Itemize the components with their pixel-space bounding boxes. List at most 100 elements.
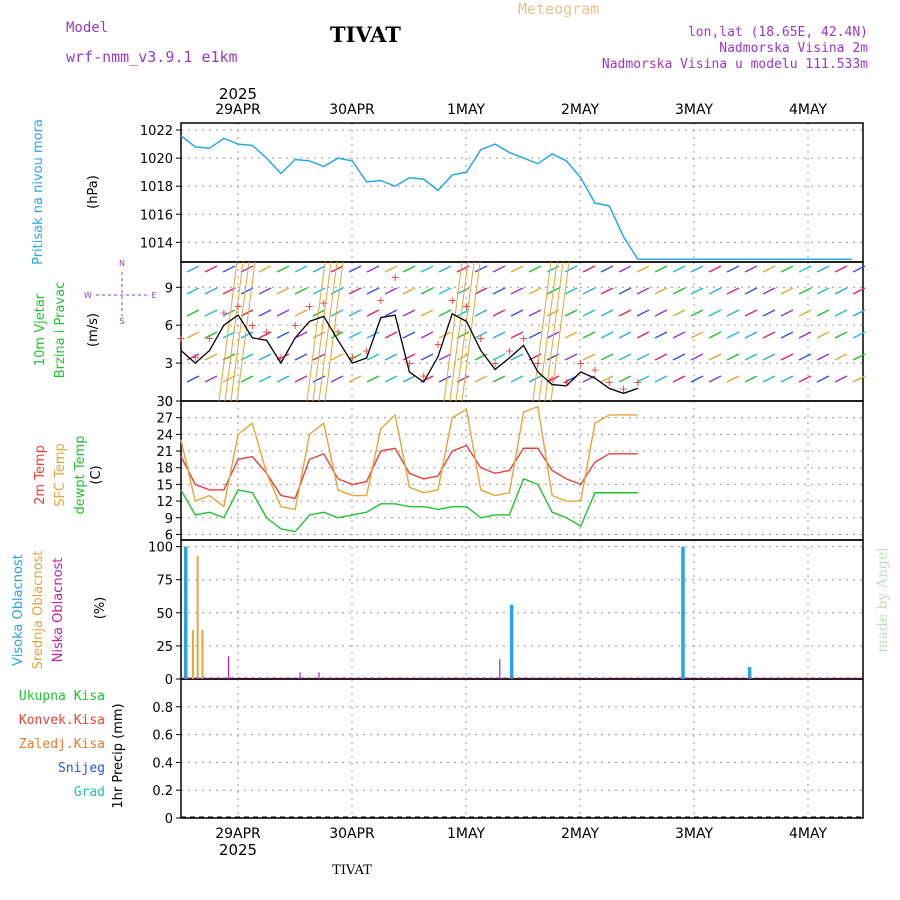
wind-barb [528,375,542,383]
wind-gust-marker: + [476,332,485,345]
wind-barb [240,353,254,361]
wind-barb [258,287,272,295]
wind-gust-marker: + [605,376,614,389]
wind-barb [762,353,776,361]
temp-dewpt-line [180,477,638,533]
wind-barb [600,353,614,361]
compass-w: W [84,291,92,300]
panel-frame [180,539,864,680]
wind-barb [564,331,578,339]
wind-barb [384,353,398,361]
wind-barb [348,353,362,361]
wind-hatch [449,261,469,402]
wind-barb [744,375,758,383]
wind-barb [690,353,704,361]
wind-barb [510,331,524,339]
wind-barb [636,265,650,273]
precip-legend-item: Zaledj.Kisa [19,737,105,752]
wind-barb [330,265,344,273]
wind-hatch [455,261,475,402]
cloud-bar [499,659,501,679]
panel-frame [180,122,864,263]
wind-barb [600,265,614,273]
cloud-bar [299,672,301,679]
wind-barb [708,265,722,273]
wind-barb [528,265,542,273]
wind-barb [528,287,542,295]
date-bottom-label: 30APR [329,826,375,842]
wind-gust-marker: + [490,357,499,370]
product-title: Meteogram [518,0,600,18]
wind-barb [420,265,434,273]
wind-gust-marker: + [305,300,314,313]
wind-barb [492,375,506,383]
date-top-label: 30APR [329,102,375,118]
wind-hatch [443,261,463,402]
wind-barb [294,375,308,383]
wind-barb [348,331,362,339]
date-top-label: 29APR [215,102,261,118]
wind-barbs [186,261,866,402]
y-tick-label: 0 [165,395,173,410]
wind-barb [744,287,758,295]
wind-barb [672,375,686,383]
wind-barb [564,353,578,361]
wind-barb [474,331,488,339]
cloud-mid-axis-title: Srednja Oblacnost [31,551,46,670]
wind-barb [798,309,812,317]
wind-barb [222,331,236,339]
wind-barb [366,331,380,339]
wind-barb [834,287,848,295]
wind-gust-marker: + [319,296,328,309]
wind-barb [420,309,434,317]
wind-barb [420,353,434,361]
wind-barb [456,309,470,317]
precip-unit: 1hr Precip (mm) [111,703,126,808]
wind-barb [816,265,830,273]
pressure-unit: (hPa) [86,175,101,209]
wind-hatch [236,261,256,402]
wind-barb [492,287,506,295]
wind-hatch [218,261,238,402]
wind-barb [402,287,416,295]
wind-barb [204,265,218,273]
y-tick-label: 25 [156,640,173,655]
wind-barb [510,309,524,317]
wind-barb [438,287,452,295]
elevation-label: Nadmorska Visina 2m [719,41,868,56]
wind-speed-line [180,312,639,395]
wind-barb [708,353,722,361]
wind-barb [276,265,290,273]
precip-legend-item: Konvek.Kisa [19,713,105,728]
y-tick-label: 1018 [140,180,173,195]
wind-barb [384,265,398,273]
date-bottom-label: 2MAY [561,826,599,842]
wind-barb [366,309,380,317]
wind-barb [708,287,722,295]
wind-barb [690,287,704,295]
year-bottom: 2025 [219,841,257,859]
wind-barb [618,265,632,273]
wind-barb [762,265,776,273]
cloud-unit: (%) [93,597,108,620]
wind-barb [636,331,650,339]
wind-barb [258,265,272,273]
footer-station: TIVAT [332,863,372,878]
wind-barb [582,265,596,273]
wind-barb [582,331,596,339]
wind-axis-title: 10m Vjetar [33,293,48,366]
wind-barb [312,265,326,273]
wind-barb [474,287,488,295]
wind-barb [366,375,380,383]
wind-barb [222,265,236,273]
wind-gust-marker: + [191,351,200,364]
wind-barb [492,265,506,273]
date-top-label: 3MAY [675,102,713,118]
precip-legend-item: Snijeg [58,761,105,776]
wind-barb [474,375,488,383]
compass-e: E [151,291,156,300]
wind-barb [438,375,452,383]
wind-barb [366,353,380,361]
year-top: 2025 [219,85,257,103]
